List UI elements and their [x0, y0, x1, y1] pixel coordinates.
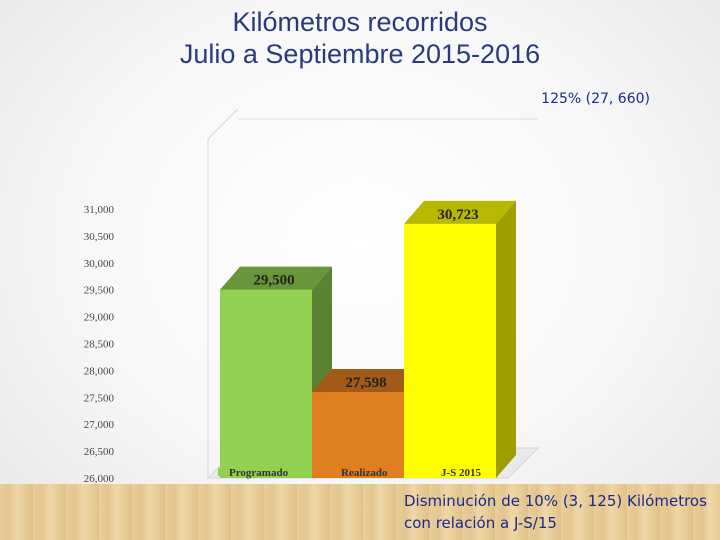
y-tick-label: 30,000: [84, 258, 115, 270]
bar-chart: 26,000 26,500 27,000 27,500 28,000 28,500 29,0…: [84, 108, 540, 484]
note-line-2: con relación a J-S/15: [404, 514, 557, 532]
legend-swatch: [430, 468, 438, 476]
bar-top-face: [312, 368, 424, 393]
bar-j-s-2015: [404, 223, 496, 478]
y-tick-label: 27,000: [84, 419, 115, 431]
y-tick-label: 28,000: [84, 365, 115, 377]
y-tick-label: 26,500: [84, 446, 115, 458]
bar-value-label: 27,598: [345, 375, 386, 391]
bar-top-face: [220, 266, 332, 290]
y-tick-label: 27,500: [84, 392, 115, 404]
note-line-1: Disminución de 10% (3, 125) Kilómetros: [404, 492, 707, 510]
legend-label: Programado: [229, 467, 289, 479]
y-tick-label: 26,000: [84, 473, 115, 484]
wood-floor: [0, 484, 720, 540]
legend-swatch: [218, 468, 226, 476]
title-line-2: Julio a Septiembre 2015-2016: [179, 39, 541, 69]
bar-top-face: [404, 200, 516, 224]
y-tick-label: 29,000: [84, 312, 115, 324]
decrease-note: Disminución de 10% (3, 125) Kilómetros c…: [404, 490, 707, 534]
top-annotation: 125% (27, 660): [541, 91, 650, 107]
y-tick-label: 28,500: [84, 339, 115, 351]
legend-swatch: [330, 468, 338, 476]
bar-programado: [220, 289, 312, 478]
y-tick-label: 30,500: [84, 231, 115, 243]
bar-value-label: 30,723: [437, 207, 478, 223]
bar-realizado: [312, 392, 404, 478]
legend-label: Realizado: [341, 467, 388, 479]
title-line-1: Kilómetros recorridos: [232, 7, 488, 37]
bar-value-label: 29,500: [253, 273, 294, 289]
y-tick-label: 31,000: [84, 204, 115, 216]
y-tick-label: 29,500: [84, 285, 115, 297]
bar-side-face: [496, 200, 516, 478]
legend-label: J-S 2015: [441, 467, 482, 479]
chart-side-wall: [207, 108, 239, 478]
chart-title: Kilómetros recorridos Julio a Septiembre…: [0, 6, 720, 70]
